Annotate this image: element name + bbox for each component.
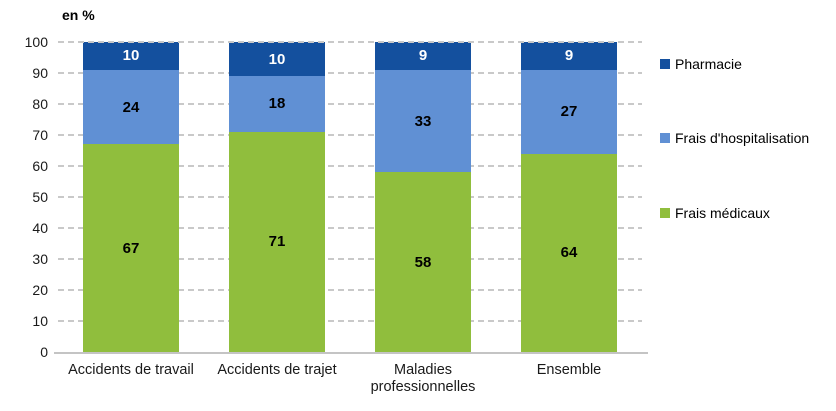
legend-label: Frais médicaux bbox=[675, 205, 770, 221]
gridline-40 bbox=[58, 227, 642, 229]
bar-1: 10 24 67 bbox=[83, 42, 179, 352]
legend-swatch bbox=[660, 133, 670, 143]
legend-label: Frais d'hospitalisation bbox=[675, 130, 810, 146]
x-axis-line bbox=[54, 352, 648, 354]
y-tick-20: 20 bbox=[32, 282, 48, 298]
legend-swatch bbox=[660, 208, 670, 218]
gridline-100 bbox=[58, 41, 642, 43]
legend-item-2: Frais d'hospitalisation bbox=[660, 130, 809, 147]
bar-3: 9 33 58 bbox=[375, 42, 471, 352]
value-label: 9 bbox=[418, 47, 428, 65]
legend-label: Pharmacie bbox=[675, 56, 742, 72]
value-label: 10 bbox=[122, 47, 140, 65]
segment-medicaux: 67 bbox=[83, 144, 179, 352]
y-tick-90: 90 bbox=[32, 65, 48, 81]
value-label: 27 bbox=[560, 103, 578, 121]
y-tick-60: 60 bbox=[32, 158, 48, 174]
bar-4: 9 27 64 bbox=[521, 42, 617, 352]
value-label: 10 bbox=[268, 50, 286, 68]
segment-pharmacie: 9 bbox=[375, 42, 471, 70]
value-label: 33 bbox=[414, 112, 432, 130]
legend-item-3: Frais médicaux bbox=[660, 205, 770, 222]
value-label: 71 bbox=[268, 233, 286, 251]
y-tick-80: 80 bbox=[32, 96, 48, 112]
category-label-3: Maladies professionnelles bbox=[370, 362, 476, 395]
segment-pharmacie: 10 bbox=[83, 42, 179, 70]
segment-hospitalisation: 18 bbox=[229, 76, 325, 132]
segment-hospitalisation: 24 bbox=[83, 69, 179, 145]
legend-swatch bbox=[660, 59, 670, 69]
segment-medicaux: 64 bbox=[521, 153, 617, 352]
gridline-20 bbox=[58, 289, 642, 291]
segment-hospitalisation: 27 bbox=[521, 69, 617, 154]
category-label-1: Accidents de travail bbox=[68, 362, 194, 378]
segment-pharmacie: 9 bbox=[521, 42, 617, 70]
y-tick-100: 100 bbox=[24, 34, 48, 50]
gridline-10 bbox=[58, 320, 642, 322]
segment-medicaux: 58 bbox=[375, 172, 471, 352]
segment-pharmacie: 10 bbox=[229, 42, 325, 77]
value-label: 9 bbox=[564, 47, 574, 65]
gridline-80 bbox=[58, 103, 642, 105]
category-label-4: Ensemble bbox=[536, 362, 602, 378]
value-label: 18 bbox=[268, 95, 286, 113]
category-label-2: Accidents de trajet bbox=[217, 362, 337, 378]
bar-2: 10 18 71 bbox=[229, 42, 325, 352]
segment-medicaux: 71 bbox=[229, 131, 325, 352]
y-tick-50: 50 bbox=[32, 189, 48, 205]
plot-area: 10 24 67 10 18 71 9 33 58 9 27 64 bbox=[58, 41, 642, 352]
value-label: 64 bbox=[560, 244, 578, 262]
y-tick-30: 30 bbox=[32, 251, 48, 267]
gridline-90 bbox=[58, 72, 642, 74]
segment-hospitalisation: 33 bbox=[375, 69, 471, 173]
y-tick-10: 10 bbox=[32, 313, 48, 329]
y-axis-unit-label: en % bbox=[62, 7, 95, 23]
value-label: 67 bbox=[122, 239, 140, 257]
gridline-30 bbox=[58, 258, 642, 260]
legend-item-1: Pharmacie bbox=[660, 56, 742, 73]
y-tick-0: 0 bbox=[40, 344, 48, 360]
gridline-70 bbox=[58, 134, 642, 136]
value-label: 58 bbox=[414, 253, 432, 271]
value-label: 24 bbox=[122, 98, 140, 116]
legend: Pharmacie Frais d'hospitalisation Frais mé… bbox=[660, 0, 836, 411]
gridline-60 bbox=[58, 165, 642, 167]
gridline-50 bbox=[58, 196, 642, 198]
y-tick-70: 70 bbox=[32, 127, 48, 143]
y-tick-40: 40 bbox=[32, 220, 48, 236]
